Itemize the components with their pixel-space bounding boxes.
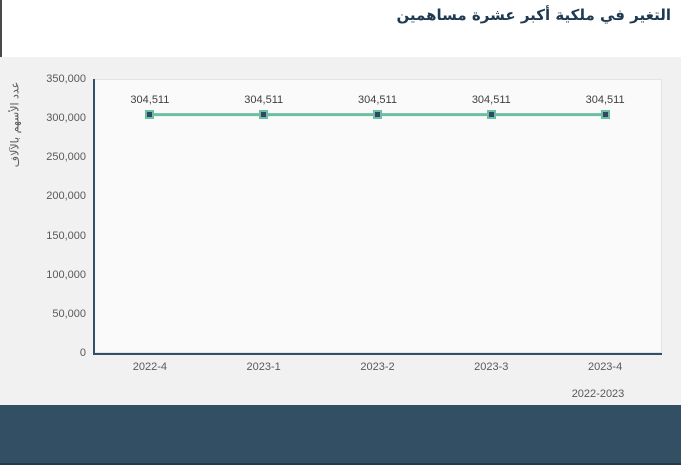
x-axis-tick-label: 2023-3 bbox=[474, 361, 509, 373]
data-marker[interactable] bbox=[145, 110, 155, 120]
y-axis-tick-label: 300,000 bbox=[46, 112, 86, 125]
y-axis-tick-label: 0 bbox=[79, 347, 86, 359]
data-marker[interactable] bbox=[600, 110, 610, 120]
y-axis-line bbox=[93, 79, 95, 355]
x-axis-tick-label: 2023-2 bbox=[360, 361, 395, 373]
y-axis-tick-label: 200,000 bbox=[46, 190, 86, 203]
page-header: التغير في ملكية أكبر عشرة مساهمين bbox=[0, 0, 681, 57]
footer-bar bbox=[0, 405, 681, 465]
data-marker[interactable] bbox=[486, 110, 496, 120]
page-title: التغير في ملكية أكبر عشرة مساهمين bbox=[396, 6, 671, 24]
data-label: 304,511 bbox=[585, 93, 625, 106]
data-label: 304,511 bbox=[244, 93, 284, 106]
x-axis-tick-label: 2023-4 bbox=[587, 361, 623, 373]
x-axis-tick-label: 2023-1 bbox=[246, 361, 281, 373]
y-axis-tick-label: 250,000 bbox=[46, 151, 86, 164]
y-axis-tick-label: 150,000 bbox=[46, 229, 86, 242]
y-axis-tick-label: 50,000 bbox=[52, 307, 86, 320]
series-line bbox=[149, 113, 606, 117]
x-axis-group-label: 2022-2023 bbox=[571, 388, 625, 400]
x-axis-line bbox=[93, 353, 662, 355]
data-label: 304,511 bbox=[471, 93, 511, 106]
data-marker[interactable] bbox=[259, 110, 269, 120]
plot-area bbox=[93, 79, 662, 353]
y-axis-tick-label: 350,000 bbox=[46, 73, 86, 85]
x-axis-tick-label: 2022-4 bbox=[132, 361, 168, 373]
y-axis-tick-label: 100,000 bbox=[46, 268, 86, 281]
data-label: 304,511 bbox=[358, 93, 397, 106]
data-label: 304,511 bbox=[130, 93, 170, 106]
chart-container: عدد الأسهم بالآلاف 2022-2023 0 50,000 100,… bbox=[0, 57, 681, 405]
data-marker[interactable] bbox=[373, 110, 382, 120]
